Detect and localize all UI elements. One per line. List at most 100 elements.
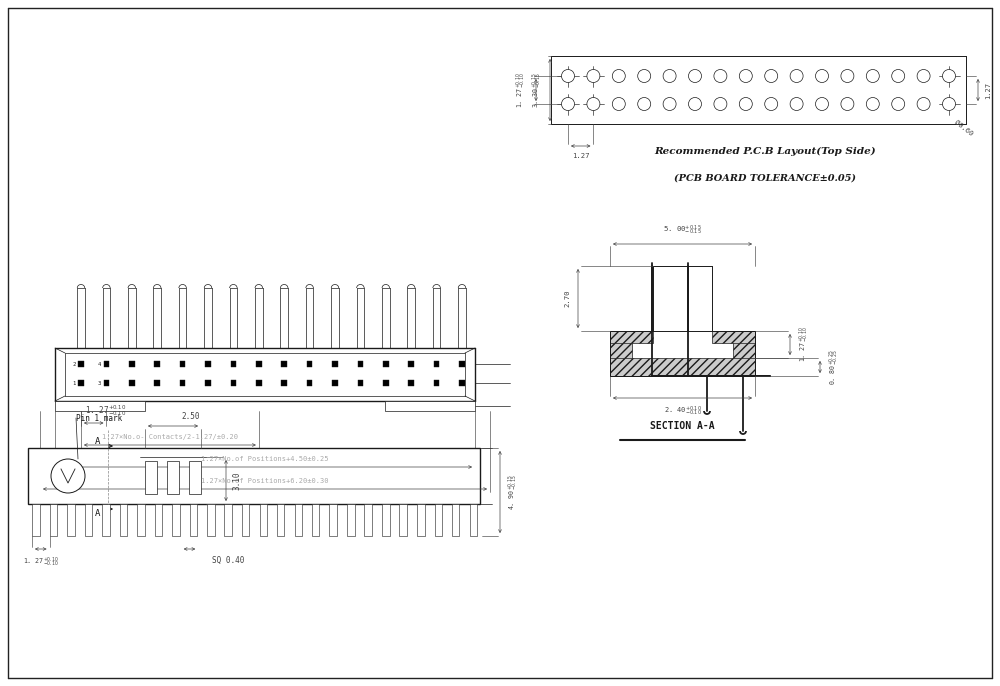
Bar [358,380,363,386]
Circle shape [917,69,930,82]
Circle shape [892,97,905,110]
Circle shape [587,69,600,82]
Bar [408,380,414,386]
Bar [434,380,439,386]
Bar [417,504,424,536]
Bar [207,504,214,536]
Text: 1.27: 1.27 [985,82,991,99]
Text: 1.27: 1.27 [572,153,589,159]
Bar [358,362,363,367]
Text: 4. 90$^{+0.15}_{-0.15}$: 4. 90$^{+0.15}_{-0.15}$ [507,474,520,510]
Text: 4: 4 [98,362,101,366]
Bar [307,362,312,367]
Bar [50,504,57,536]
Bar [385,401,475,411]
Bar [329,504,337,536]
Bar [154,362,160,367]
Bar [408,362,414,367]
Circle shape [688,97,701,110]
Circle shape [790,69,803,82]
Circle shape [739,97,752,110]
Circle shape [562,69,574,82]
Circle shape [866,69,879,82]
Bar [434,504,442,536]
Text: 1.27×No.of Positions+6.20±0.30: 1.27×No.of Positions+6.20±0.30 [201,478,329,484]
Text: 3.10: 3.10 [233,471,242,490]
Circle shape [663,97,676,110]
Circle shape [714,69,727,82]
Text: SQ 0.40: SQ 0.40 [212,556,244,565]
Bar [180,362,185,367]
Bar [312,504,319,536]
Bar [434,362,439,367]
Bar [190,504,197,536]
Bar [452,504,459,536]
Circle shape [612,97,625,110]
Text: 1.27×No.of Positions+4.50±0.25: 1.27×No.of Positions+4.50±0.25 [201,456,329,462]
Circle shape [612,69,625,82]
Circle shape [587,97,600,110]
Bar [104,362,109,367]
Circle shape [688,69,701,82]
Bar [231,380,236,386]
Bar [256,380,262,386]
Bar [347,504,354,536]
Bar [104,380,109,386]
Bar [167,461,179,494]
Text: 5. 00$^{+0.15}_{-0.15}$: 5. 00$^{+0.15}_{-0.15}$ [663,224,702,237]
Text: 1. 27$^{+0.10}_{-0.10}$: 1. 27$^{+0.10}_{-0.10}$ [798,327,811,362]
Text: SECTION A-A: SECTION A-A [650,421,715,431]
Bar [470,504,477,536]
Bar [78,380,84,386]
Bar [129,362,135,367]
Circle shape [739,69,752,82]
Text: (PCB BOARD TOLERANCE±0.05): (PCB BOARD TOLERANCE±0.05) [674,174,856,182]
Bar [459,362,465,367]
Text: A: A [95,436,101,445]
Text: 1.27×No.o- Contacts/2-1.27/±0.20: 1.27×No.o- Contacts/2-1.27/±0.20 [102,434,238,440]
Bar [137,504,144,536]
Bar [383,362,389,367]
Circle shape [663,69,676,82]
Bar [205,362,211,367]
Circle shape [815,97,828,110]
Text: A: A [95,510,101,519]
Bar [67,504,74,536]
Bar [610,331,652,343]
Bar [260,504,267,536]
Circle shape [714,97,727,110]
Bar [102,504,110,536]
Bar [712,331,755,343]
Bar [231,362,236,367]
Text: Recommended P.C.B Layout(Top Side): Recommended P.C.B Layout(Top Side) [654,146,876,156]
Bar [78,362,84,367]
Bar [281,362,287,367]
Bar [610,358,755,376]
Text: 2: 2 [72,362,76,366]
Text: 2.50: 2.50 [182,412,200,421]
Bar [332,380,338,386]
Circle shape [638,97,651,110]
Bar [383,380,389,386]
Text: 1: 1 [72,381,76,386]
Bar [277,504,284,536]
Circle shape [765,69,778,82]
Bar [205,380,211,386]
Bar [224,504,232,536]
Text: Pin 1 mark: Pin 1 mark [76,414,122,423]
Bar [154,380,160,386]
Text: 1. 27$^{+0.10}_{-0.10}$: 1. 27$^{+0.10}_{-0.10}$ [85,403,126,418]
Circle shape [51,459,85,493]
Circle shape [562,97,574,110]
Bar [55,401,145,411]
Text: 2.70: 2.70 [564,289,570,307]
Bar [154,504,162,536]
Bar [129,380,135,386]
Bar [307,380,312,386]
Circle shape [841,97,854,110]
Bar [459,380,465,386]
Bar [172,504,180,536]
Text: 2. 40$^{+0.10}_{-0.10}$: 2. 40$^{+0.10}_{-0.10}$ [664,405,701,418]
Bar [180,380,185,386]
Circle shape [841,69,854,82]
